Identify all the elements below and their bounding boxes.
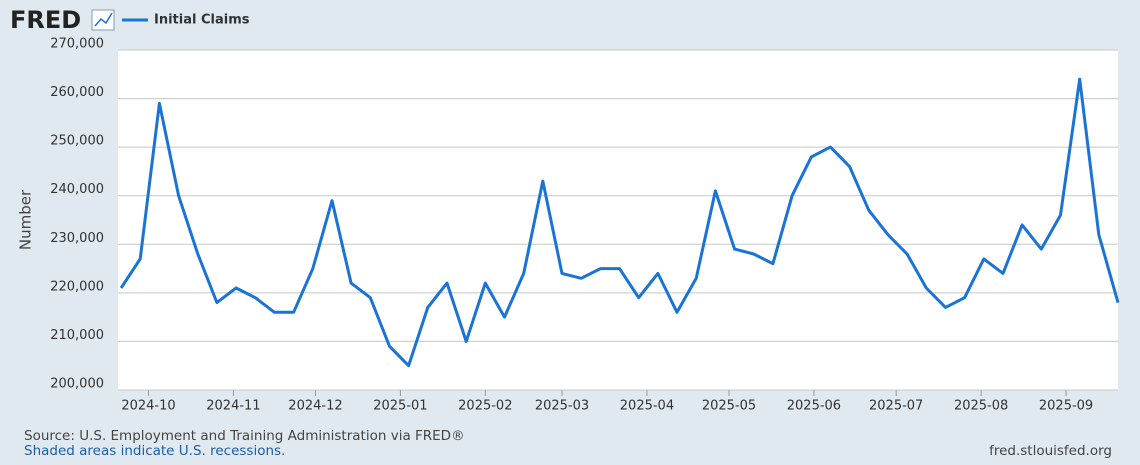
y-axis-label: Number: [17, 189, 35, 250]
y-tick-label: 230,000: [50, 231, 104, 246]
x-tick-label: 2025-08: [954, 399, 1008, 414]
brand-logo: FRED: [10, 6, 81, 34]
plot-area: [118, 50, 1118, 390]
x-tick-label: 2025-01: [373, 399, 427, 414]
series-line: [119, 77, 1120, 368]
legend-label: Initial Claims: [154, 13, 250, 28]
x-tick-label: 2024-10: [121, 399, 175, 414]
y-tick-label: 260,000: [50, 85, 104, 100]
x-tick-label: 2025-07: [869, 399, 923, 414]
x-tick-label: 2025-02: [458, 399, 512, 414]
logo-icon: [91, 9, 115, 31]
y-tick-label: 250,000: [50, 134, 104, 149]
y-tick-label: 270,000: [50, 37, 104, 52]
y-tick-label: 200,000: [50, 377, 104, 392]
y-tick-label: 210,000: [50, 328, 104, 343]
x-tick-label: 2025-03: [535, 399, 589, 414]
x-tick-label: 2025-09: [1039, 399, 1093, 414]
site: fred.stlouisfed.org: [989, 443, 1112, 459]
x-tick-label: 2024-11: [206, 399, 260, 414]
x-tick-label: 2024-12: [288, 399, 342, 414]
recession-note: Shaded areas indicate U.S. recessions.: [24, 443, 285, 459]
x-tick-label: 2025-05: [702, 399, 756, 414]
x-tick-label: 2025-04: [620, 399, 674, 414]
x-tick-label: 2025-06: [787, 399, 841, 414]
source: Source: U.S. Employment and Training Adm…: [24, 428, 465, 444]
y-tick-label: 240,000: [50, 182, 104, 197]
y-tick-label: 220,000: [50, 279, 104, 294]
